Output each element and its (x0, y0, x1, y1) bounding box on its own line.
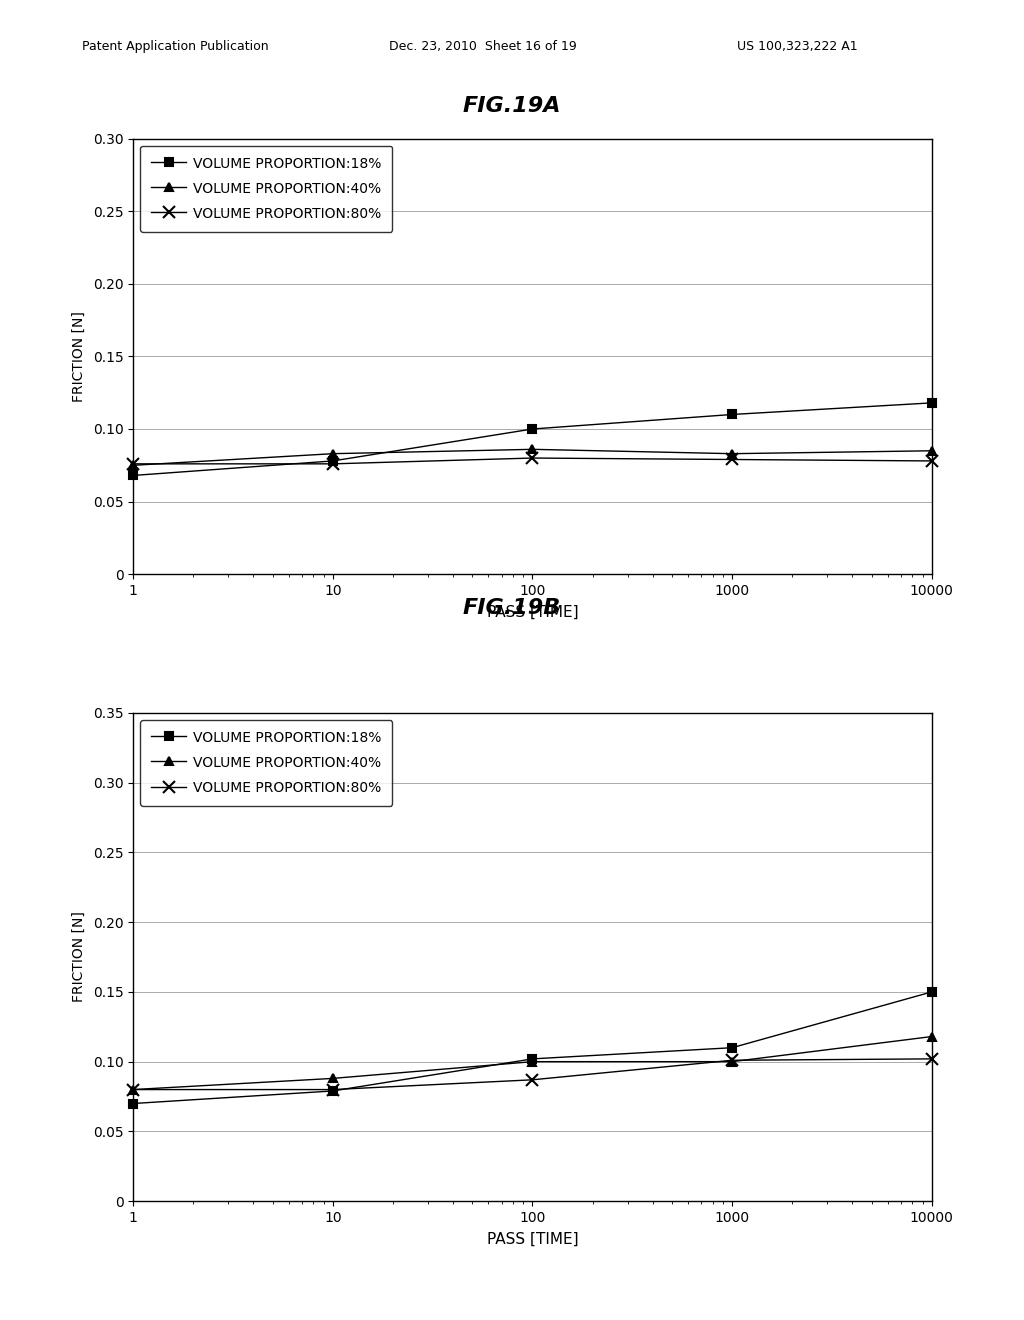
Text: Dec. 23, 2010  Sheet 16 of 19: Dec. 23, 2010 Sheet 16 of 19 (389, 40, 577, 53)
VOLUME PROPORTION:18% (127, 1096, 139, 1111)
VOLUME PROPORTION:40% (926, 444, 938, 459)
Y-axis label: FRICTION [N]: FRICTION [N] (72, 312, 86, 401)
Text: FIG.19A: FIG.19A (463, 96, 561, 116)
VOLUME PROPORTION:18% (526, 1051, 539, 1067)
VOLUME PROPORTION:80% (526, 1072, 539, 1088)
VOLUME PROPORTION:80% (926, 453, 938, 469)
VOLUME PROPORTION:40% (327, 446, 339, 462)
VOLUME PROPORTION:80% (127, 1081, 139, 1097)
Legend: VOLUME PROPORTION:18%, VOLUME PROPORTION:40%, VOLUME PROPORTION:80%: VOLUME PROPORTION:18%, VOLUME PROPORTION… (140, 145, 392, 232)
Line: VOLUME PROPORTION:40%: VOLUME PROPORTION:40% (129, 1032, 936, 1094)
VOLUME PROPORTION:80% (726, 451, 738, 467)
VOLUME PROPORTION:18% (127, 467, 139, 483)
VOLUME PROPORTION:40% (127, 457, 139, 473)
X-axis label: PASS [TIME]: PASS [TIME] (486, 1232, 579, 1247)
VOLUME PROPORTION:40% (926, 1028, 938, 1044)
VOLUME PROPORTION:80% (127, 455, 139, 471)
Line: VOLUME PROPORTION:40%: VOLUME PROPORTION:40% (129, 445, 936, 470)
VOLUME PROPORTION:18% (926, 395, 938, 411)
VOLUME PROPORTION:80% (327, 1081, 339, 1097)
VOLUME PROPORTION:18% (926, 983, 938, 999)
VOLUME PROPORTION:80% (526, 450, 539, 466)
VOLUME PROPORTION:40% (526, 441, 539, 457)
Text: US 100,323,222 A1: US 100,323,222 A1 (737, 40, 858, 53)
Line: VOLUME PROPORTION:18%: VOLUME PROPORTION:18% (129, 399, 936, 479)
VOLUME PROPORTION:80% (726, 1052, 738, 1068)
Line: VOLUME PROPORTION:18%: VOLUME PROPORTION:18% (129, 987, 936, 1107)
Legend: VOLUME PROPORTION:18%, VOLUME PROPORTION:40%, VOLUME PROPORTION:80%: VOLUME PROPORTION:18%, VOLUME PROPORTION… (140, 719, 392, 807)
VOLUME PROPORTION:18% (526, 421, 539, 437)
VOLUME PROPORTION:18% (726, 407, 738, 422)
Y-axis label: FRICTION [N]: FRICTION [N] (72, 912, 86, 1002)
VOLUME PROPORTION:18% (327, 1082, 339, 1098)
X-axis label: PASS [TIME]: PASS [TIME] (486, 605, 579, 620)
VOLUME PROPORTION:40% (526, 1053, 539, 1069)
VOLUME PROPORTION:40% (726, 1053, 738, 1069)
VOLUME PROPORTION:40% (726, 446, 738, 462)
Line: VOLUME PROPORTION:80%: VOLUME PROPORTION:80% (128, 453, 937, 470)
Text: FIG.19B: FIG.19B (463, 598, 561, 618)
VOLUME PROPORTION:80% (327, 455, 339, 471)
VOLUME PROPORTION:40% (127, 1081, 139, 1097)
Line: VOLUME PROPORTION:80%: VOLUME PROPORTION:80% (128, 1053, 937, 1096)
VOLUME PROPORTION:40% (327, 1071, 339, 1086)
Text: Patent Application Publication: Patent Application Publication (82, 40, 268, 53)
VOLUME PROPORTION:80% (926, 1051, 938, 1067)
VOLUME PROPORTION:18% (726, 1040, 738, 1056)
VOLUME PROPORTION:18% (327, 453, 339, 469)
